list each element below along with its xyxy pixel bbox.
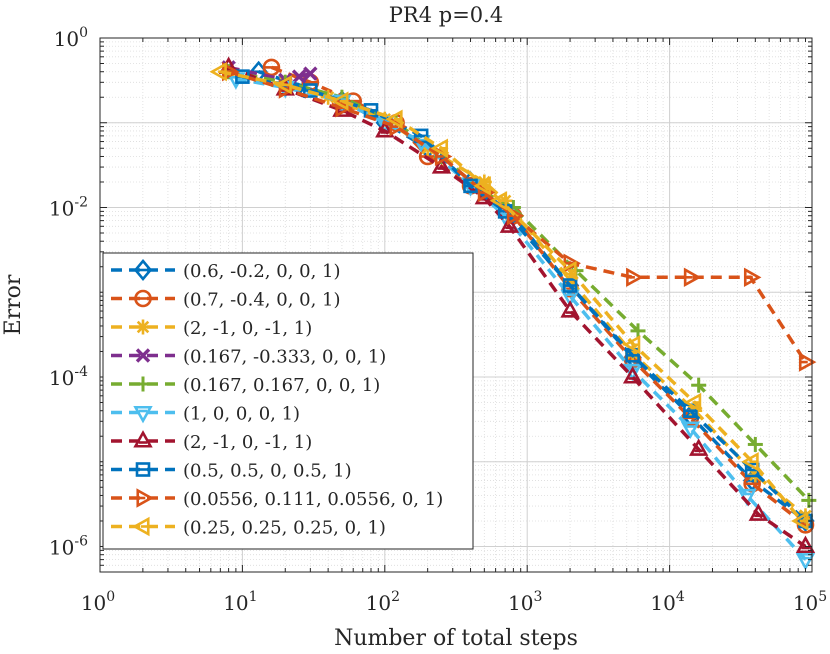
data-point — [743, 267, 762, 288]
data-point — [209, 62, 227, 82]
legend-entry: (0.6, -0.2, 0, 0, 1) — [111, 258, 341, 282]
legend-label: (0.167, 0.167, 0, 0, 1) — [183, 375, 380, 396]
series-line — [227, 65, 807, 548]
y-tick-label: 100 — [54, 25, 88, 51]
data-point — [683, 267, 702, 288]
data-point — [331, 91, 349, 111]
data-point — [795, 553, 816, 571]
legend-entry: (0.0556, 0.111, 0.0556, 0, 1) — [111, 488, 443, 510]
y-tick-label: 10-4 — [49, 364, 88, 390]
legend-entry: (0.167, -0.333, 0, 0, 1) — [111, 347, 386, 368]
data-point — [630, 323, 646, 339]
data-point — [622, 335, 641, 355]
data-point — [626, 267, 644, 288]
data-point — [262, 58, 281, 77]
series-layer — [209, 56, 817, 571]
data-point — [560, 300, 580, 318]
data-point — [375, 120, 395, 138]
x-tick-labels: 100 101 102 103 104 105 — [81, 589, 827, 615]
legend-entry: (0.25, 0.25, 0.25, 0, 1) — [111, 516, 386, 539]
x-tick-label: 103 — [508, 589, 542, 615]
x-tick-label: 104 — [650, 589, 684, 615]
data-point — [473, 176, 491, 196]
data-point — [431, 156, 452, 174]
legend-marker — [133, 258, 153, 282]
legend: (0.6, -0.2, 0, 0, 1) (0.7, -0.4, 0, 0, 1)… — [102, 252, 474, 550]
data-point — [506, 205, 525, 226]
series-line — [228, 65, 311, 82]
chart-title: PR4 p=0.4 — [389, 3, 503, 27]
data-point — [274, 75, 292, 95]
legend-entry: (0.5, 0.5, 0, 0.5, 1) — [111, 461, 352, 482]
legend-entry: (0.167, 0.167, 0, 0, 1) — [111, 375, 380, 396]
legend-entry: (2, -1, 0, -1, 1) — [111, 430, 312, 453]
data-point — [691, 377, 707, 393]
data-point — [798, 352, 817, 372]
data-point — [385, 109, 403, 129]
legend-marker — [134, 289, 152, 308]
legend-marker — [133, 430, 153, 448]
data-point — [795, 535, 816, 554]
data-point — [499, 215, 520, 233]
data-point — [741, 452, 759, 472]
data-point — [791, 511, 809, 531]
legend-marker — [135, 376, 151, 392]
y-tick-label: 10-6 — [49, 533, 88, 559]
data-point — [748, 503, 769, 521]
legend-marker — [133, 405, 153, 424]
x-tick-label: 100 — [81, 589, 115, 615]
legend-entry: (0.7, -0.4, 0, 0, 1) — [111, 290, 341, 311]
legend-label: (0.5, 0.5, 0, 0.5, 1) — [183, 461, 352, 482]
x-tick-label: 105 — [793, 589, 827, 615]
data-point — [622, 366, 643, 384]
legend-entry: (2, -1, 0, -1, 1) — [111, 318, 312, 339]
data-point — [303, 66, 318, 81]
y-tick-label: 10-2 — [49, 194, 88, 220]
data-point — [430, 138, 449, 158]
data-point — [389, 116, 408, 137]
series-10 — [209, 62, 809, 531]
x-axis-label: Number of total steps — [334, 626, 578, 651]
legend-label: (0.167, -0.333, 0, 0, 1) — [183, 347, 386, 368]
x-tick-label: 102 — [366, 589, 400, 615]
legend-box — [102, 252, 474, 550]
legend-marker — [135, 348, 151, 363]
legend-label: (2, -1, 0, -1, 1) — [183, 318, 312, 339]
data-point — [562, 278, 578, 293]
legend-marker — [135, 319, 151, 335]
data-point — [335, 98, 353, 118]
data-point — [683, 392, 702, 413]
data-point — [680, 421, 701, 439]
data-point — [559, 260, 577, 281]
data-point — [489, 191, 508, 211]
legend-marker — [135, 462, 151, 477]
legend-label: (2, -1, 0, -1, 1) — [183, 432, 312, 453]
legend-label: (1, 0, 0, 0, 1) — [183, 404, 300, 425]
legend-label: (0.6, -0.2, 0, 0, 1) — [183, 261, 341, 282]
data-point — [291, 69, 307, 84]
legend-label: (0.0556, 0.111, 0.0556, 0, 1) — [183, 489, 443, 510]
legend-marker — [136, 488, 154, 508]
y-axis-label: Error — [1, 274, 26, 335]
data-point — [688, 438, 709, 456]
legend-label: (0.7, -0.4, 0, 0, 1) — [183, 290, 341, 311]
legend-entry: (1, 0, 0, 0, 1) — [111, 404, 300, 425]
series-line — [219, 69, 804, 523]
data-point — [747, 436, 763, 452]
legend-label: (0.25, 0.25, 0.25, 0, 1) — [183, 518, 386, 539]
x-tick-label: 101 — [223, 589, 257, 615]
legend-marker — [132, 516, 150, 537]
y-tick-labels: 10-6 10-4 10-2 100 — [49, 25, 88, 559]
